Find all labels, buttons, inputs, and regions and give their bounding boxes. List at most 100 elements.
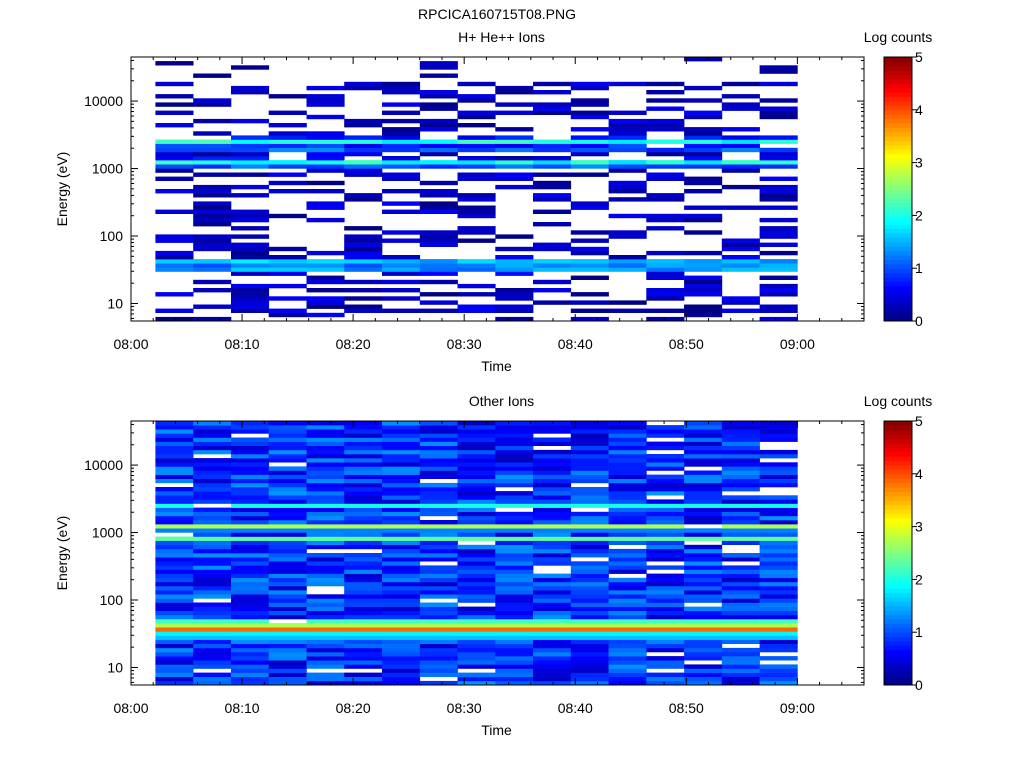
heatmap-cell (495, 135, 534, 140)
heatmap-cell (608, 449, 647, 455)
heatmap-cell (684, 85, 723, 91)
heatmap-cell (570, 201, 609, 206)
heatmap-cell (344, 454, 383, 459)
heatmap-cell (533, 263, 572, 268)
heatmap-cell (231, 680, 270, 686)
heatmap-cell (419, 590, 458, 595)
heatmap-cell (684, 619, 723, 624)
heatmap-cell (684, 127, 723, 132)
heatmap-cell (268, 308, 307, 313)
heatmap-cell (268, 445, 307, 451)
heatmap-cell (721, 503, 760, 508)
heatmap-cell (684, 528, 723, 533)
heatmap-cell (570, 614, 609, 620)
heatmap-cell (570, 672, 609, 677)
heatmap-cell (155, 308, 194, 313)
colorbar-segment (884, 259, 912, 265)
colorbar-segment (884, 123, 912, 128)
heatmap-cell (344, 172, 383, 177)
heatmap-cell (268, 606, 307, 611)
heatmap-cell (268, 429, 307, 434)
heatmap-cell (193, 528, 232, 533)
heatmap-cell (268, 491, 307, 496)
heatmap-cell (306, 577, 345, 583)
heatmap-cell (457, 561, 496, 566)
heatmap-cell (306, 143, 345, 148)
heatmap-cell (495, 548, 534, 554)
heatmap-cell (268, 548, 307, 554)
heatmap-cell (193, 627, 232, 632)
heatmap-cell (419, 680, 458, 686)
heatmap-cell (231, 193, 270, 198)
heatmap-cell (570, 635, 609, 640)
heatmap-cell (759, 619, 798, 624)
heatmap-cell (684, 98, 723, 103)
heatmap-cell (231, 623, 270, 628)
heatmap-cell (646, 639, 685, 644)
heatmap-cell (759, 259, 798, 264)
heatmap-cell (344, 676, 383, 682)
heatmap-cell (533, 491, 572, 496)
heatmap-cell (608, 127, 647, 132)
heatmap-cell (684, 421, 723, 426)
heatmap-cell (155, 139, 194, 144)
heatmap-cell (344, 594, 383, 599)
heatmap-cell (533, 606, 572, 611)
heatmap-cell (382, 127, 421, 132)
colorbar-segment (884, 597, 912, 602)
heatmap-cell (193, 470, 232, 475)
heatmap-cell (193, 184, 232, 190)
heatmap-cell (570, 536, 609, 541)
heatmap-cell (759, 676, 798, 682)
heatmap-cell (495, 478, 534, 484)
heatmap-cell (684, 544, 723, 550)
heatmap-cell (684, 283, 723, 289)
heatmap-cell (684, 213, 723, 219)
heatmap-cell (231, 454, 270, 459)
colorbar-segment (884, 548, 912, 554)
heatmap-cell (155, 495, 194, 500)
heatmap-cell (759, 581, 798, 587)
heatmap-cell (306, 643, 345, 649)
heatmap-cell (344, 581, 383, 587)
heatmap-cell (419, 619, 458, 624)
heatmap-cell (533, 664, 572, 669)
heatmap-cell (193, 263, 232, 268)
heatmap-cell (193, 205, 232, 210)
heatmap-cell (646, 123, 685, 128)
heatmap-cell (495, 524, 534, 529)
heatmap-cell (344, 639, 383, 644)
heatmap-cell (646, 602, 685, 607)
heatmap-cell (306, 676, 345, 682)
heatmap-cell (721, 308, 760, 313)
heatmap-cell (457, 482, 496, 488)
heatmap-cell (759, 421, 798, 426)
heatmap-cell (608, 230, 647, 235)
heatmap-cell (306, 470, 345, 475)
heatmap-cell (268, 131, 307, 136)
heatmap-cell (495, 672, 534, 677)
heatmap-cell (608, 470, 647, 475)
heatmap-cell (495, 255, 534, 260)
heatmap-cell (646, 106, 685, 111)
heatmap-cell (608, 234, 647, 239)
heatmap-cell (231, 292, 270, 297)
heatmap-cell (457, 569, 496, 574)
heatmap-cell (684, 205, 723, 210)
heatmap-cell (193, 606, 232, 611)
heatmap-cell (759, 594, 798, 599)
heatmap-cell (759, 598, 798, 603)
heatmap-cell (306, 98, 345, 103)
heatmap-cell (533, 672, 572, 677)
heatmap-cell (608, 168, 647, 173)
heatmap-cell (721, 515, 760, 521)
heatmap-cell (231, 263, 270, 268)
heatmap-cell (344, 656, 383, 661)
heatmap-cell (495, 458, 534, 463)
colorbar-segment (884, 127, 912, 133)
colorbar-segment (884, 509, 912, 514)
heatmap-cell (155, 581, 194, 587)
heatmap-cell (457, 565, 496, 570)
heatmap-cell (759, 156, 798, 161)
heatmap-cell (646, 635, 685, 640)
